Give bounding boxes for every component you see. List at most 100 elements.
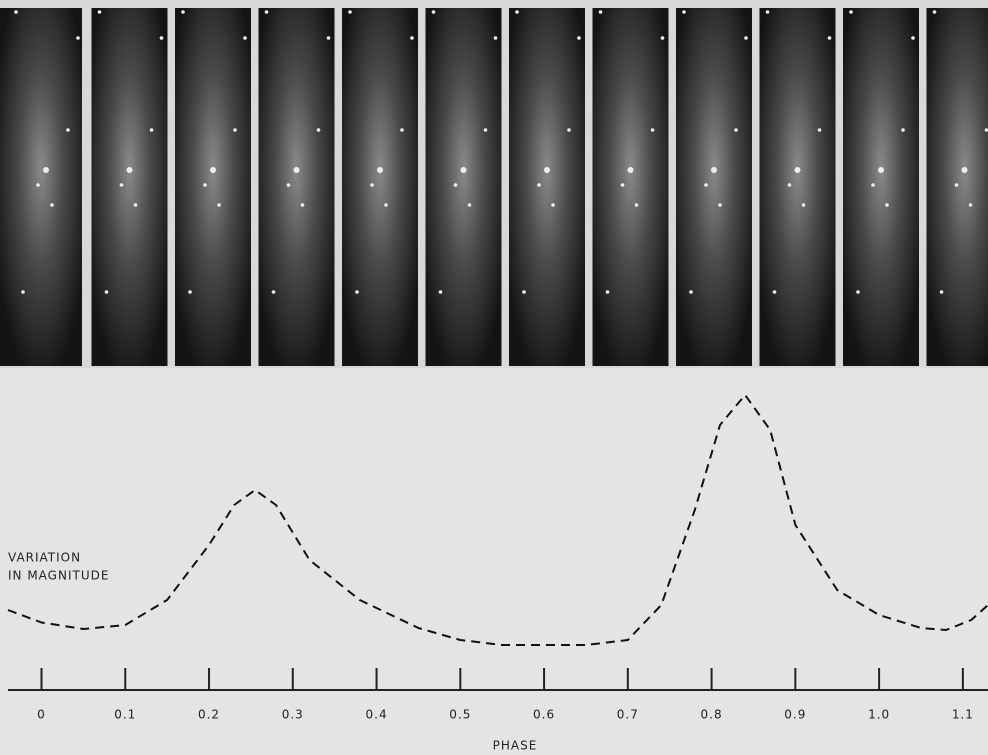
star — [400, 128, 404, 132]
star — [878, 167, 884, 173]
photo-panel — [258, 8, 335, 366]
star — [734, 128, 738, 132]
star — [704, 183, 708, 187]
x-tick-label: 0.6 — [533, 708, 555, 722]
photo-panel — [592, 8, 669, 366]
x-tick-label: 0.8 — [701, 708, 723, 722]
star — [718, 203, 722, 207]
y-axis-label: VARIATION — [8, 551, 81, 565]
star — [856, 290, 860, 294]
star — [453, 183, 458, 187]
star — [522, 290, 526, 294]
star — [682, 10, 686, 14]
star — [233, 128, 237, 132]
photo-panel — [0, 8, 82, 366]
star — [370, 183, 374, 187]
star — [50, 203, 54, 207]
star — [627, 167, 634, 173]
star — [133, 203, 138, 207]
star — [377, 167, 383, 173]
photo-panel — [759, 8, 836, 366]
star — [467, 203, 472, 207]
star — [438, 290, 443, 294]
star — [515, 10, 519, 14]
star — [901, 128, 905, 132]
star — [316, 128, 321, 132]
photo-panel — [91, 8, 168, 366]
x-tick-label: 0 — [37, 708, 46, 722]
star — [801, 203, 806, 207]
photo-panel — [342, 8, 418, 366]
star — [711, 167, 717, 173]
star — [384, 203, 388, 207]
x-tick-label: 0.5 — [449, 708, 471, 722]
star — [264, 10, 269, 14]
star — [14, 10, 18, 14]
x-tick-label: 0.1 — [114, 708, 136, 722]
star — [885, 203, 889, 207]
star — [605, 290, 610, 294]
light-curve — [7, 394, 988, 646]
star — [460, 167, 467, 173]
star — [355, 290, 359, 294]
star — [961, 167, 968, 173]
star — [849, 10, 853, 14]
x-tick-label: 0.4 — [366, 708, 388, 722]
star — [210, 167, 216, 173]
star — [293, 167, 300, 173]
star — [551, 203, 555, 207]
x-tick-label: 1.1 — [952, 708, 974, 722]
star — [954, 183, 959, 187]
star — [787, 183, 792, 187]
star — [348, 10, 352, 14]
star — [119, 183, 124, 187]
star — [660, 36, 665, 40]
photo-panel — [425, 8, 502, 366]
x-tick-label: 0.7 — [617, 708, 639, 722]
x-tick-label: 1.0 — [868, 708, 890, 722]
x-tick-label: 0.2 — [198, 708, 220, 722]
star — [188, 290, 192, 294]
star — [159, 36, 164, 40]
photo-panel — [843, 8, 919, 366]
star — [689, 290, 693, 294]
star — [203, 183, 207, 187]
star — [827, 36, 832, 40]
star — [483, 128, 488, 132]
star — [97, 10, 102, 14]
star — [984, 128, 988, 132]
star — [911, 36, 915, 40]
star — [772, 290, 777, 294]
photo-panel — [509, 8, 585, 366]
star — [744, 36, 748, 40]
star — [567, 128, 571, 132]
image-strip — [0, 8, 988, 366]
star — [43, 167, 49, 173]
star — [36, 183, 40, 187]
star — [544, 167, 550, 173]
photo-panel — [676, 8, 752, 366]
star — [598, 10, 603, 14]
star — [968, 203, 973, 207]
star — [243, 36, 247, 40]
star — [181, 10, 185, 14]
star — [326, 36, 331, 40]
y-axis-label: IN MAGNITUDE — [8, 569, 109, 583]
star — [794, 167, 801, 173]
star — [871, 183, 875, 187]
star — [620, 183, 625, 187]
star — [286, 183, 291, 187]
photo-panel — [175, 8, 251, 366]
x-tick-label: 0.3 — [282, 708, 304, 722]
star — [217, 203, 221, 207]
star — [21, 290, 25, 294]
star — [817, 128, 822, 132]
star — [634, 203, 639, 207]
star — [650, 128, 655, 132]
star — [66, 128, 70, 132]
star — [493, 36, 498, 40]
star — [431, 10, 436, 14]
photo-panel — [926, 8, 988, 366]
star — [537, 183, 541, 187]
